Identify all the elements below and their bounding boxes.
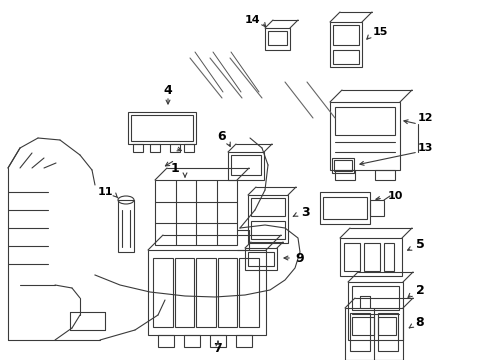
- Bar: [334, 107, 394, 135]
- Bar: [343, 243, 359, 271]
- Bar: [250, 198, 285, 216]
- Bar: [239, 258, 259, 327]
- Bar: [332, 25, 358, 45]
- Text: 10: 10: [386, 191, 402, 201]
- Bar: [345, 308, 402, 360]
- Bar: [244, 248, 276, 270]
- Bar: [369, 200, 383, 216]
- Bar: [374, 170, 394, 180]
- Text: 11: 11: [97, 187, 113, 197]
- Bar: [329, 22, 361, 67]
- Bar: [333, 160, 351, 171]
- Bar: [158, 335, 174, 347]
- Bar: [183, 144, 194, 152]
- Bar: [155, 180, 237, 245]
- Text: 15: 15: [371, 27, 387, 37]
- Bar: [217, 258, 237, 327]
- Bar: [329, 102, 399, 170]
- Bar: [351, 317, 373, 335]
- Bar: [339, 238, 401, 276]
- Bar: [347, 282, 402, 340]
- Text: 13: 13: [416, 143, 432, 153]
- Text: 2: 2: [415, 284, 424, 297]
- Bar: [170, 144, 180, 152]
- Bar: [331, 158, 353, 173]
- Bar: [128, 112, 196, 144]
- Bar: [148, 250, 265, 335]
- Bar: [236, 335, 251, 347]
- Bar: [334, 170, 354, 180]
- Bar: [363, 243, 379, 271]
- Bar: [250, 221, 285, 239]
- Text: 4: 4: [163, 84, 172, 96]
- Bar: [230, 155, 261, 175]
- Text: 6: 6: [217, 130, 226, 143]
- Bar: [183, 335, 200, 347]
- Text: 7: 7: [213, 342, 222, 355]
- Bar: [319, 192, 369, 224]
- Text: 14: 14: [244, 15, 259, 25]
- Text: 3: 3: [300, 206, 309, 219]
- Bar: [267, 31, 286, 45]
- Bar: [383, 243, 393, 271]
- Bar: [150, 144, 160, 152]
- Bar: [377, 317, 395, 335]
- Bar: [247, 252, 273, 266]
- Bar: [209, 335, 225, 347]
- Text: 1: 1: [170, 162, 179, 175]
- Bar: [351, 286, 398, 310]
- Bar: [131, 115, 193, 141]
- Text: 12: 12: [416, 113, 432, 123]
- Bar: [227, 152, 264, 180]
- Text: 8: 8: [415, 315, 424, 328]
- Bar: [247, 195, 287, 243]
- Text: 9: 9: [295, 252, 304, 265]
- Bar: [332, 50, 358, 64]
- Bar: [196, 258, 215, 327]
- Bar: [153, 258, 172, 327]
- Text: 5: 5: [415, 238, 424, 251]
- Bar: [133, 144, 142, 152]
- Bar: [118, 200, 134, 252]
- Bar: [323, 197, 366, 219]
- Bar: [264, 28, 289, 50]
- Bar: [377, 313, 397, 351]
- Bar: [349, 313, 369, 351]
- Bar: [174, 258, 194, 327]
